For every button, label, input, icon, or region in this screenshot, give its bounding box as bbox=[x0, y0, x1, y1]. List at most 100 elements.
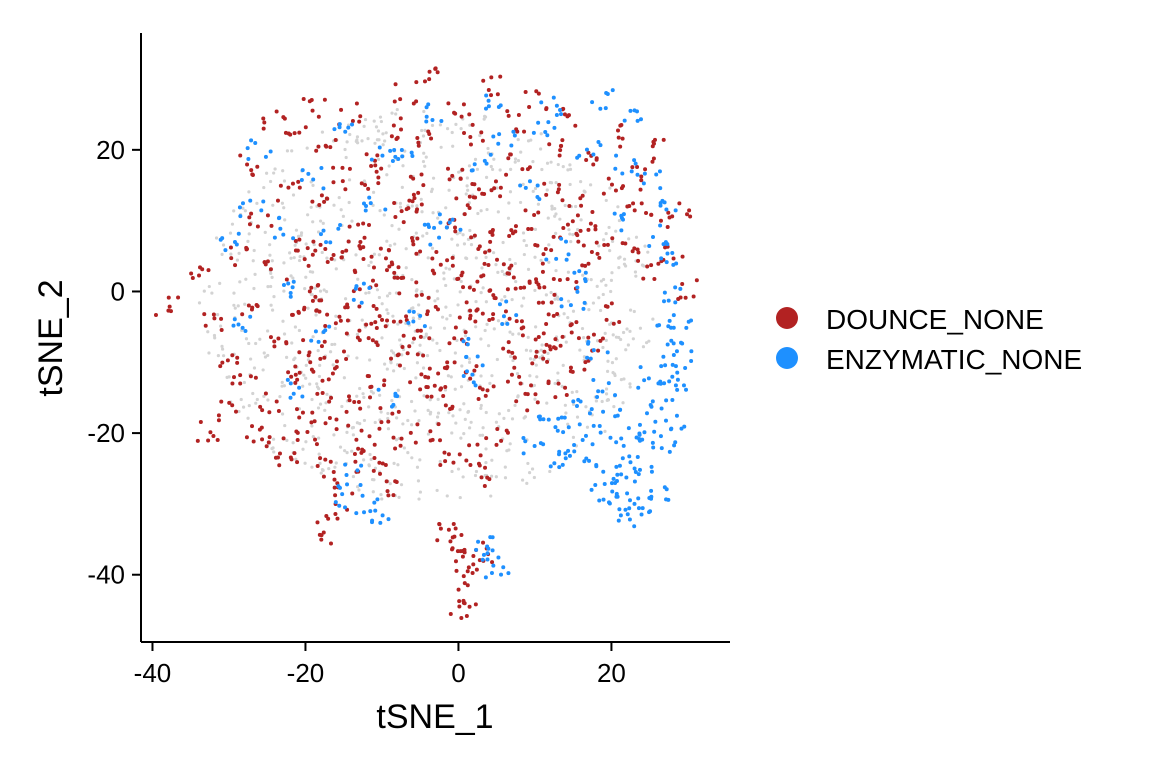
data-point bbox=[553, 337, 558, 342]
data-point bbox=[306, 263, 311, 268]
data-point bbox=[374, 325, 379, 330]
data-point bbox=[632, 246, 637, 251]
background-point bbox=[545, 401, 549, 405]
background-point bbox=[520, 304, 524, 308]
data-point bbox=[652, 276, 657, 281]
data-point bbox=[324, 513, 329, 518]
data-point bbox=[208, 430, 213, 435]
background-point bbox=[324, 401, 328, 405]
background-point bbox=[318, 289, 323, 293]
data-point bbox=[518, 183, 523, 188]
data-point bbox=[485, 544, 490, 549]
data-point bbox=[489, 570, 494, 575]
background-point bbox=[433, 299, 437, 303]
data-point bbox=[286, 281, 291, 286]
data-point bbox=[211, 312, 216, 317]
data-point bbox=[580, 193, 585, 198]
background-point bbox=[262, 185, 266, 190]
data-point bbox=[683, 295, 688, 300]
data-point bbox=[333, 138, 338, 143]
background-point bbox=[482, 114, 487, 118]
data-point bbox=[639, 201, 644, 206]
data-point bbox=[512, 365, 517, 370]
data-point bbox=[649, 464, 654, 469]
background-point bbox=[410, 278, 414, 282]
data-point bbox=[380, 461, 385, 466]
background-point bbox=[426, 432, 431, 436]
background-point bbox=[518, 200, 523, 205]
data-point bbox=[263, 391, 268, 396]
background-point bbox=[511, 358, 515, 363]
background-point bbox=[361, 392, 365, 396]
background-point bbox=[515, 371, 520, 376]
background-point bbox=[514, 279, 518, 284]
background-point bbox=[343, 449, 347, 453]
background-point bbox=[362, 458, 366, 462]
data-point bbox=[438, 438, 443, 443]
data-point bbox=[591, 423, 596, 428]
data-point bbox=[380, 317, 385, 322]
background-point bbox=[598, 308, 603, 313]
background-point bbox=[549, 160, 553, 164]
data-point bbox=[567, 453, 572, 458]
background-point bbox=[367, 263, 371, 268]
background-point bbox=[409, 399, 414, 404]
background-point bbox=[555, 295, 560, 299]
data-point bbox=[474, 567, 479, 572]
data-point bbox=[327, 416, 332, 421]
background-point bbox=[525, 481, 529, 485]
background-point bbox=[366, 137, 370, 141]
background-point bbox=[372, 478, 376, 482]
background-point bbox=[337, 195, 341, 200]
background-point bbox=[426, 256, 430, 260]
background-point bbox=[554, 231, 558, 235]
data-point bbox=[246, 156, 251, 161]
background-point bbox=[313, 286, 317, 290]
data-point bbox=[322, 339, 327, 344]
data-point bbox=[646, 376, 651, 381]
data-point bbox=[362, 235, 367, 240]
background-point bbox=[325, 256, 329, 260]
background-point bbox=[367, 405, 371, 409]
background-point bbox=[608, 186, 612, 190]
data-point bbox=[549, 300, 554, 305]
data-point bbox=[555, 190, 560, 195]
data-point bbox=[616, 135, 621, 140]
background-point bbox=[282, 206, 286, 210]
background-point bbox=[589, 278, 593, 282]
background-point bbox=[575, 390, 579, 394]
data-point bbox=[354, 284, 359, 289]
data-point bbox=[337, 503, 342, 508]
data-point bbox=[683, 365, 688, 370]
background-point bbox=[317, 452, 321, 456]
background-point bbox=[207, 284, 211, 289]
background-point bbox=[447, 411, 451, 415]
background-point bbox=[290, 149, 294, 153]
data-point bbox=[391, 435, 396, 440]
legend-swatch-enzymatic bbox=[776, 347, 798, 369]
background-point bbox=[554, 181, 558, 185]
background-point bbox=[239, 397, 243, 402]
data-point bbox=[639, 178, 644, 183]
data-point bbox=[671, 341, 676, 346]
background-point bbox=[420, 128, 424, 133]
background-point bbox=[442, 271, 446, 275]
data-point bbox=[523, 208, 528, 213]
legend-label-enzymatic: ENZYMATIC_NONE bbox=[826, 344, 1082, 375]
data-point bbox=[680, 282, 685, 287]
data-point bbox=[486, 87, 491, 92]
data-point bbox=[651, 445, 656, 450]
data-point bbox=[250, 172, 255, 177]
background-point bbox=[558, 217, 562, 221]
data-point bbox=[400, 154, 405, 159]
background-point bbox=[340, 404, 344, 409]
background-point bbox=[202, 289, 206, 293]
data-point bbox=[416, 190, 421, 195]
background-point bbox=[321, 221, 325, 225]
background-point bbox=[478, 433, 482, 437]
background-point bbox=[585, 425, 590, 429]
background-point bbox=[479, 374, 483, 378]
data-point bbox=[426, 102, 431, 107]
background-point bbox=[362, 418, 367, 423]
background-point bbox=[320, 130, 325, 134]
